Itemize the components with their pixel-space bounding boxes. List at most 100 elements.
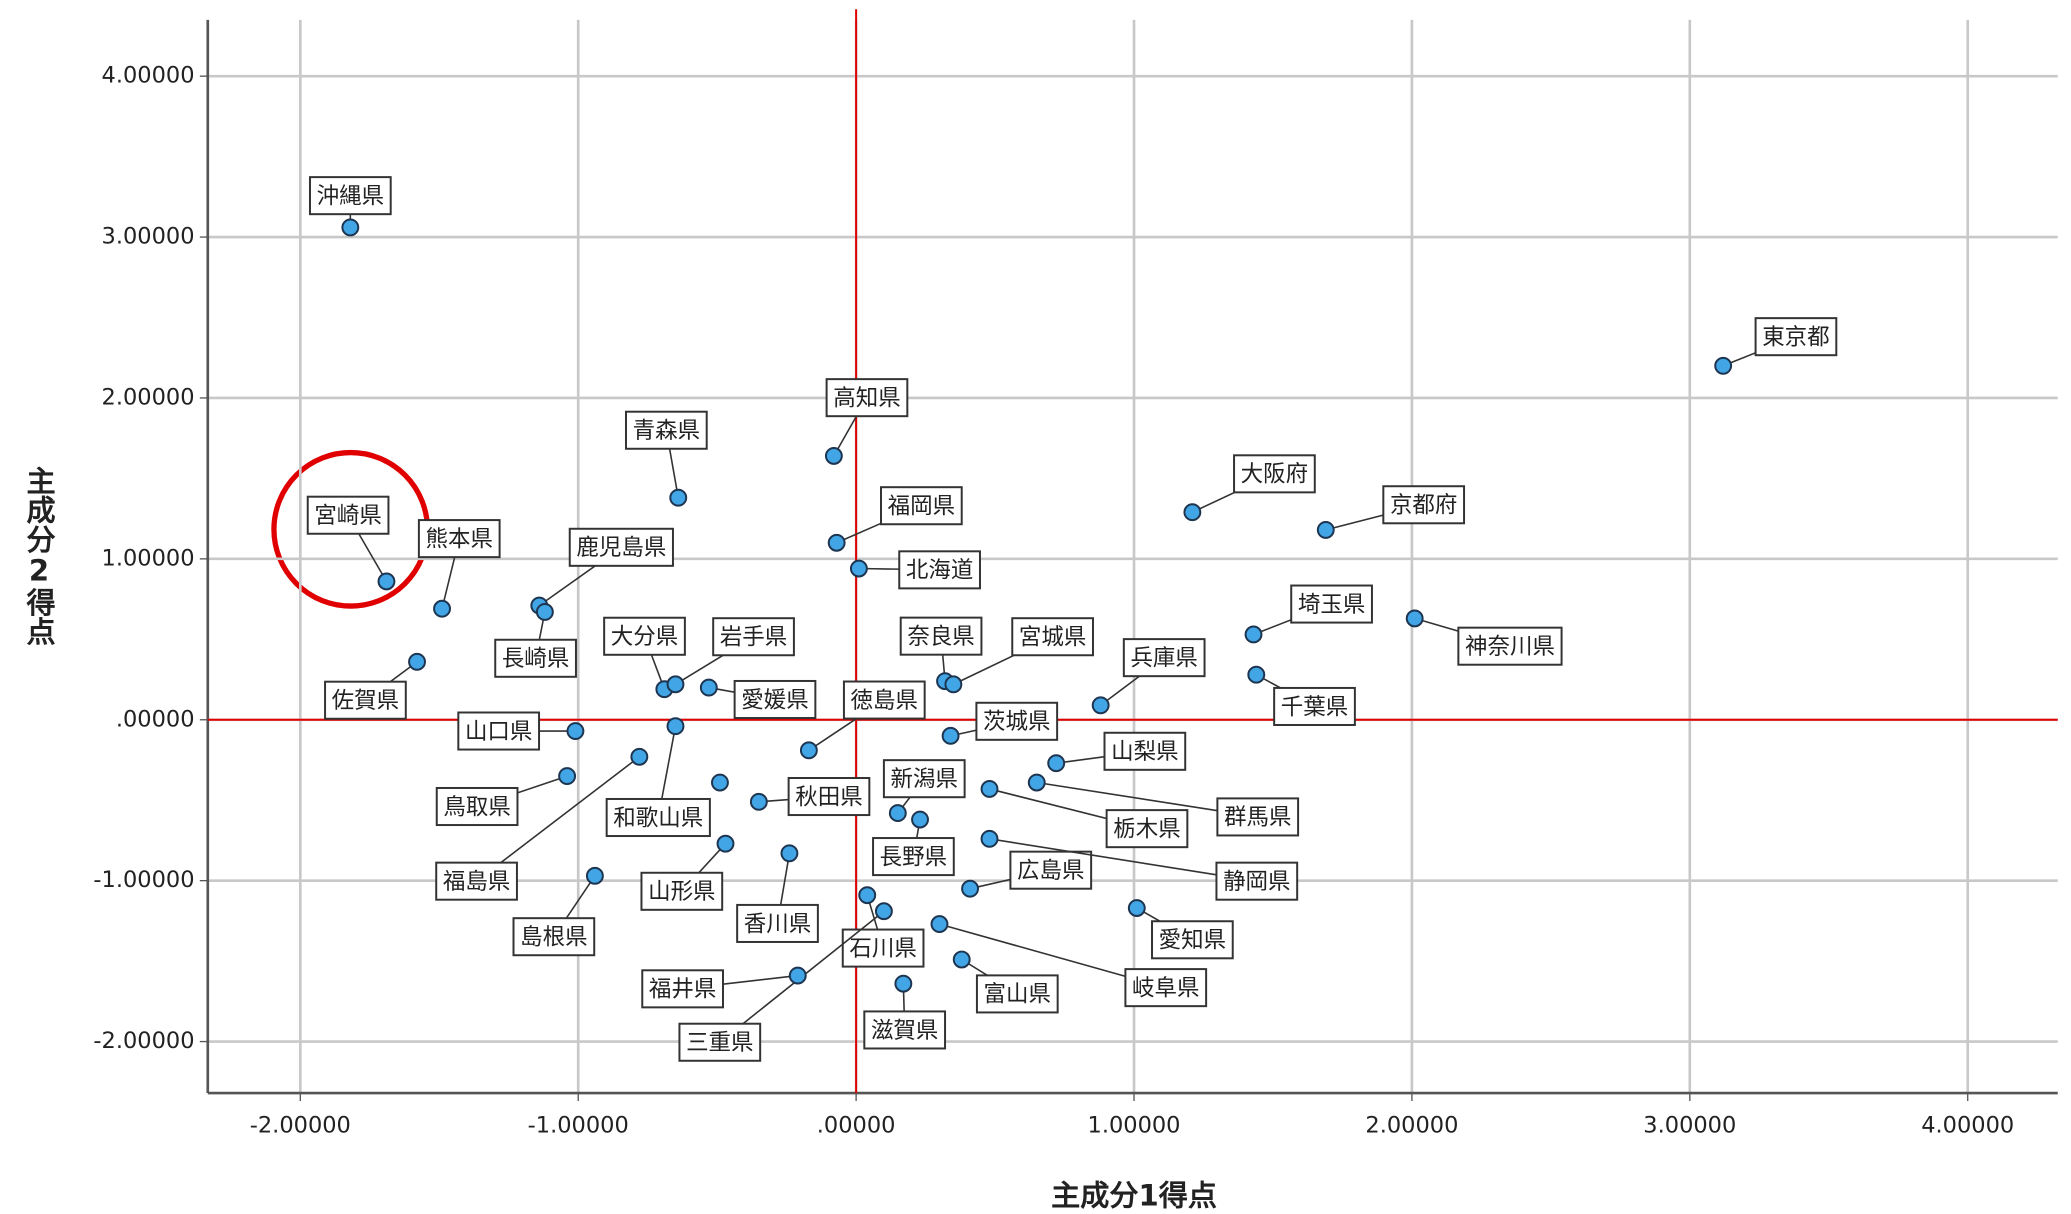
point [1405,609,1424,628]
point [669,488,688,507]
label-box [1382,485,1466,525]
point [980,829,999,848]
point-label: 長野県 [880,844,947,870]
label-box [457,711,541,751]
label-box [1457,626,1563,666]
point-label: 佐賀県 [332,688,399,714]
point-label: 埼玉県 [1298,592,1365,618]
point-label: 北海道 [906,558,973,584]
point [716,834,735,853]
point-label: 三重県 [686,1030,753,1056]
point [535,603,554,621]
point [799,741,818,760]
label-box [975,974,1059,1014]
leader-line [989,838,1257,882]
label-box [1011,617,1094,657]
point [566,722,585,740]
label-box [417,519,501,559]
point [1316,520,1335,539]
x-tick-label: 4.00000 [1921,1113,2014,1139]
point [1091,696,1110,715]
label-box [494,638,577,678]
point [711,773,729,792]
point [894,974,913,993]
label-box [1009,850,1093,890]
leader-line [476,756,640,882]
y-tick-label: 1.00000 [102,545,195,571]
point [585,866,604,885]
point-label: 広島県 [1017,858,1084,884]
label-box [1215,861,1299,901]
point-label: 大阪府 [1241,462,1308,488]
point [827,533,846,552]
label-box [842,680,926,720]
label-box [1124,968,1208,1008]
point [1183,503,1202,522]
x-axis-title: 主成分1得点 [1051,1179,1217,1213]
point-label: 京都府 [1390,493,1457,519]
point-label: 宮城県 [1019,625,1086,651]
point [377,572,396,591]
label-box [882,759,966,799]
point-label: 兵庫県 [1130,645,1197,671]
point-label: 福島県 [443,869,510,895]
y-tick-label: 4.00000 [102,63,195,89]
point [666,717,685,736]
point-label: 神奈川県 [1465,634,1555,660]
point-label: 茨城県 [983,709,1050,735]
x-tick-label: 1.00000 [1088,1113,1181,1139]
label-box [879,486,963,526]
point [433,599,451,618]
label-box [825,378,909,418]
label-box [1216,797,1300,837]
y-tick-label: -2.00000 [93,1028,194,1054]
x-tick-label: .00000 [817,1113,896,1139]
point-label: 山梨県 [1111,739,1178,765]
x-tick-label: 2.00000 [1365,1113,1458,1139]
label-box [1290,584,1373,624]
point [911,810,929,829]
point-label: 長崎県 [502,646,569,672]
label-box [641,969,724,1009]
y-tick-label: .00000 [116,706,195,732]
label-box [678,1022,762,1062]
point [1047,754,1066,773]
point-label: 宮崎県 [314,503,381,529]
point-label: 新潟県 [891,767,958,793]
y-tick-label: 3.00000 [102,224,195,250]
label-box [605,797,711,838]
label-box [624,410,708,450]
point [341,218,360,237]
point [980,780,999,798]
label-box [324,680,407,720]
point-label: 徳島県 [851,688,918,714]
label-box [872,837,955,877]
label-box [568,527,674,567]
point-label: 福岡県 [888,494,955,520]
x-tick-label: -1.00000 [528,1113,629,1139]
point-label: 和歌山県 [613,805,703,831]
label-box [736,903,819,943]
point-label: 大分県 [611,624,678,650]
label-box [435,786,519,827]
label-box [863,1010,947,1050]
label-box [1105,809,1189,849]
label-box [975,701,1059,741]
point-label: 熊本県 [426,526,493,552]
y-axis-title: 主成分2得点 [22,466,57,646]
x-tick-label: -2.00000 [250,1113,351,1139]
point-label: 山口県 [465,719,532,745]
point-label: 島根県 [520,925,587,951]
point-label: 香川県 [744,911,811,937]
point [1244,625,1263,644]
point [849,559,868,578]
point [930,915,949,934]
label-box [603,616,686,656]
label-box [712,617,795,657]
label-box [435,861,518,901]
label-box [898,550,981,590]
label-box [787,777,871,817]
label-box [512,917,596,957]
point-label: 山形県 [648,879,715,905]
